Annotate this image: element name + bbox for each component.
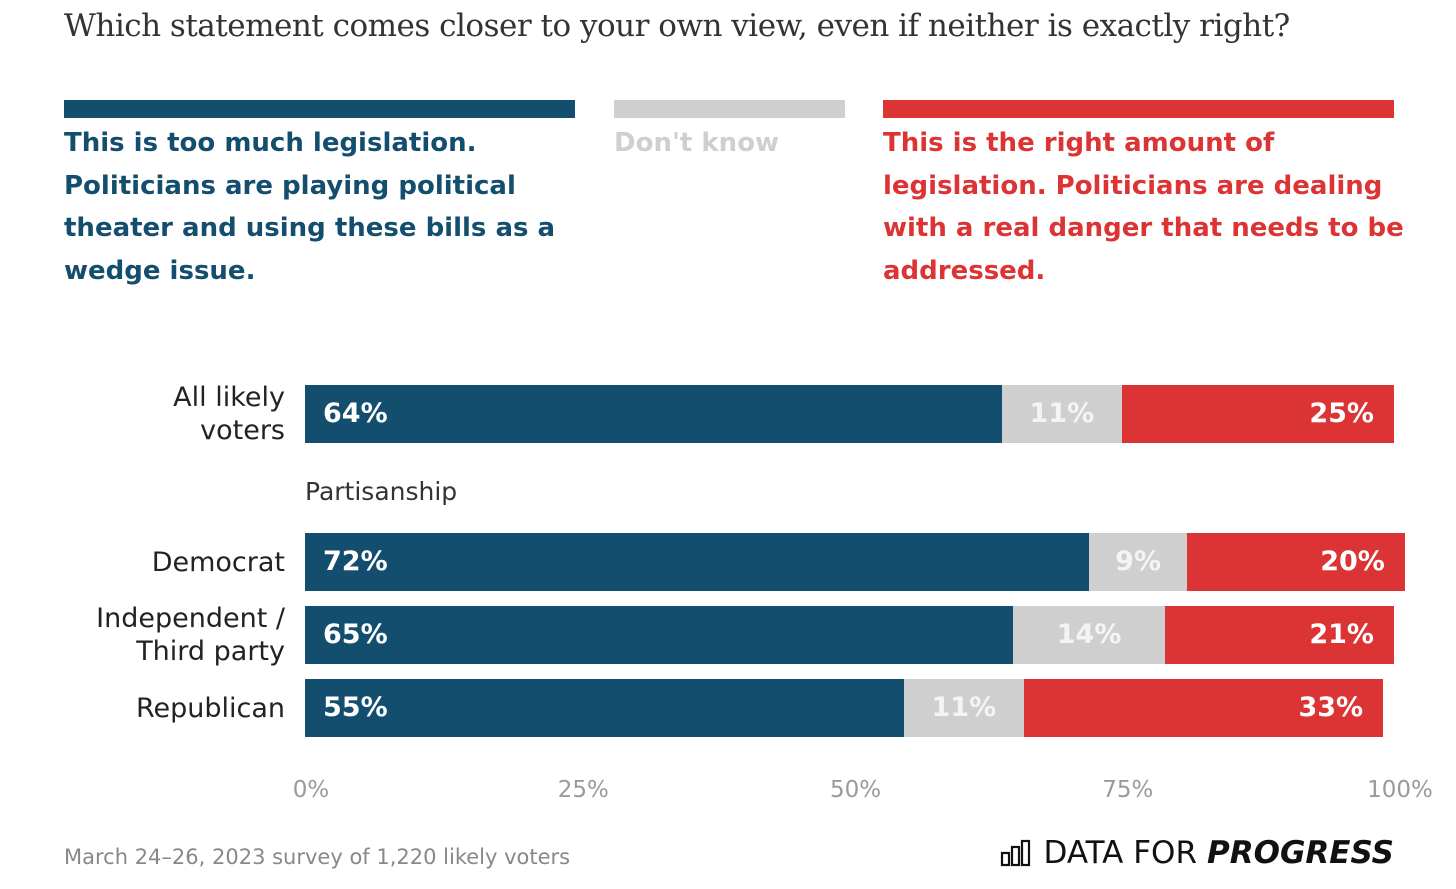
bar-segment xyxy=(1187,533,1405,591)
bar-segment xyxy=(305,606,1013,664)
bar-segment xyxy=(903,679,1024,737)
value-label: 11% xyxy=(1029,398,1095,429)
bar-segment xyxy=(1023,679,1384,737)
brand-text: DATA FOR xyxy=(1043,835,1198,871)
category-label: Republican xyxy=(135,692,285,724)
x-tick-label: 100% xyxy=(1367,777,1433,803)
chart-title: Which statement comes closer to your own… xyxy=(64,8,1290,44)
bar-segment xyxy=(305,679,904,737)
bar-segment xyxy=(1165,606,1394,664)
value-label: 65% xyxy=(323,619,388,650)
bar-segment xyxy=(1121,385,1394,443)
value-label: 21% xyxy=(1309,619,1374,650)
brand-text-bold: PROGRESS xyxy=(1207,835,1394,871)
source-note: March 24–26, 2023 survey of 1,220 likely… xyxy=(64,845,571,869)
group-label: Partisanship xyxy=(305,477,458,506)
legend-swatch xyxy=(614,100,845,118)
value-label: 72% xyxy=(323,546,388,577)
legend-swatch xyxy=(883,100,1394,118)
x-tick-label: 0% xyxy=(292,777,330,803)
value-label: 25% xyxy=(1309,398,1374,429)
category-label: Democrat xyxy=(151,546,285,578)
value-label: 20% xyxy=(1320,546,1385,577)
bar-segment xyxy=(1001,385,1122,443)
bar-segment xyxy=(305,385,1002,443)
value-label: 55% xyxy=(323,692,388,723)
value-label: 64% xyxy=(323,398,388,429)
category-label: All likely voters xyxy=(173,382,285,446)
value-label: 14% xyxy=(1056,619,1122,650)
bar-segment xyxy=(305,533,1090,591)
legend-swatch xyxy=(64,100,575,118)
brand-logo: DATA FOR PROGRESS xyxy=(1000,835,1394,871)
x-tick-label: 50% xyxy=(829,777,882,803)
value-label: 9% xyxy=(1115,546,1161,577)
value-label: 11% xyxy=(931,692,997,723)
bar-segment xyxy=(1089,533,1188,591)
value-label: 33% xyxy=(1298,692,1364,723)
x-tick-label: 25% xyxy=(557,777,609,803)
category-label: Independent / Third party xyxy=(96,603,285,667)
legend-label: This is the right amount of legislation.… xyxy=(883,128,1404,286)
bar-segment xyxy=(1012,606,1166,664)
brand-icon xyxy=(1000,839,1030,867)
x-tick-label: 75% xyxy=(1102,777,1154,803)
legend-label: This is too much legislation. Politician… xyxy=(64,128,556,286)
legend-label: Don't know xyxy=(614,128,780,158)
